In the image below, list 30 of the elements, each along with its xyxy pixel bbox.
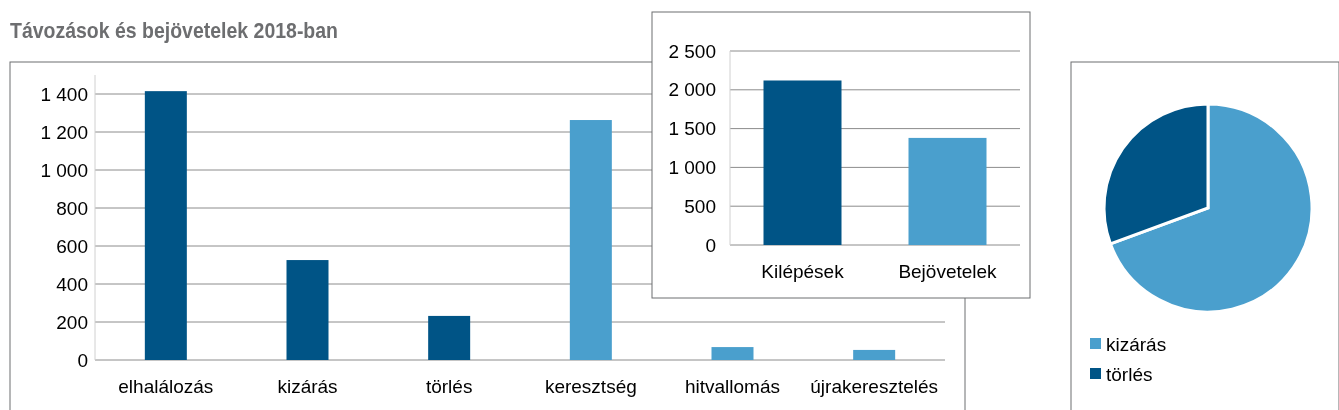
y-tick-label: 1 400 (40, 83, 88, 105)
x-tick-label: Kilépések (761, 261, 845, 282)
y-tick-label: 200 (56, 311, 88, 333)
x-tick-label: törlés (425, 376, 473, 397)
bar (569, 120, 612, 360)
y-tick-label: 1 000 (40, 159, 88, 181)
bar (428, 315, 471, 360)
y-tick-label: 400 (56, 273, 88, 295)
bar (286, 260, 329, 360)
bar (853, 349, 896, 360)
x-tick-label: Bejövetelek (898, 261, 998, 282)
x-tick-label: kizárás (277, 376, 338, 397)
y-tick-label: 800 (56, 197, 88, 219)
x-tick-label: keresztség (544, 376, 637, 397)
y-tick-label: 0 (705, 234, 716, 256)
y-tick-label: 2 000 (668, 79, 716, 101)
x-tick-label: elhalálozás (118, 376, 214, 397)
bar (711, 347, 754, 360)
legend-label: kizárás (1106, 333, 1167, 355)
y-tick-label: 0 (77, 349, 88, 371)
y-tick-label: 600 (56, 235, 88, 257)
x-tick-label: újrakeresztelés (810, 376, 939, 397)
x-tick-label: hitvallomás (684, 376, 781, 397)
y-tick-label: 2 500 (668, 40, 716, 62)
y-tick-label: 1 200 (40, 121, 88, 143)
y-tick-label: 500 (684, 195, 716, 217)
bar (144, 91, 187, 360)
chart-title: Távozások és bejövetelek 2018-ban (10, 18, 381, 43)
y-tick-label: 1 000 (668, 157, 716, 179)
y-tick-label: 1 500 (668, 118, 716, 140)
